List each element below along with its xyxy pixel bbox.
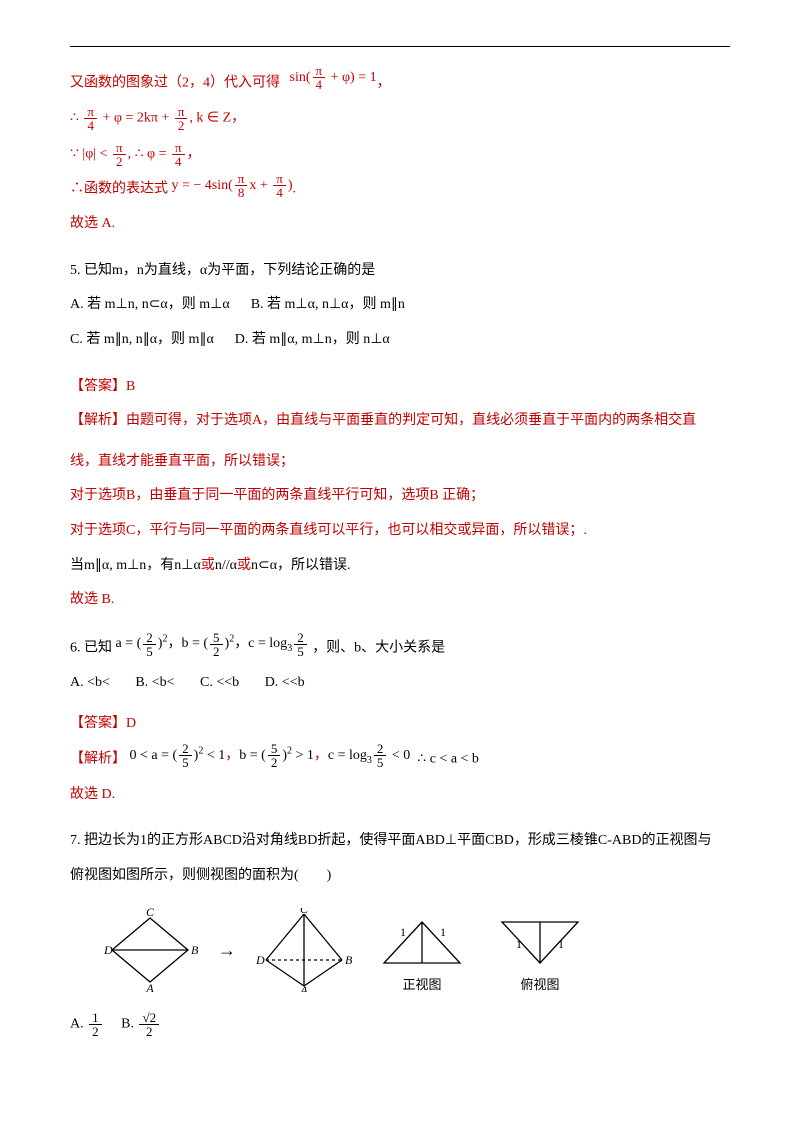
sol4-l4a: ∴函数的表达式 [70, 182, 168, 197]
q7-optA-pre: A. [70, 1016, 84, 1031]
top-view-block: 1 1 俯视图 [490, 908, 590, 993]
q5-row1: A. 若 m⊥n, n⊂α，则 m⊥α B. 若 m⊥α, n⊥α，则 m∥n [70, 292, 730, 319]
front-view-label: 正视图 [372, 974, 472, 993]
q5-ans: 【答案】B [70, 374, 730, 401]
q5-exp5: 故选 B. [70, 587, 730, 614]
q5-exp1: 【解析】由题可得，对于选项A，由直线与平面垂直的判定可知，直线必须垂直于平面内的… [70, 408, 730, 435]
q6-exp: 【解析】 0 < a = (25)2 < 1，b = (52)2 > 1，c =… [70, 745, 730, 773]
svg-text:B: B [345, 953, 353, 967]
q5-exp3: 对于选项C，平行与同一平面的两条直线可以平行，也可以相交或异面，所以错误；. [70, 518, 730, 545]
q5-optB: B. 若 m⊥α, n⊥α，则 m∥n [251, 297, 405, 312]
svg-text:1: 1 [400, 925, 406, 939]
q5-exp2: 对于选项B，由垂直于同一平面的两条直线平行可知，选项B 正确； [70, 483, 730, 510]
q5-exp1b: 线，直线才能垂直平面，所以错误； [70, 449, 730, 476]
q5-exp4c: n//α [215, 558, 237, 573]
q7-options: A. 12 B. √22 [70, 1011, 730, 1038]
q6-ans: 【答案】D [70, 711, 730, 738]
svg-text:C: C [300, 908, 309, 916]
q7-diagrams: C D B A → C D B A [100, 908, 730, 993]
q5-optD: D. 若 m∥α, m⊥n，则 n⊥α [235, 332, 390, 347]
q6-optC: C. <<b [200, 675, 239, 690]
svg-text:D: D [103, 943, 113, 957]
diagram-tetra: C D B A [254, 908, 354, 992]
q5-exp4e: n⊂α，所以错误. [251, 558, 351, 573]
q5-stem: 5. 已知m，n为直线，α为平面，下列结论正确的是 [70, 258, 730, 285]
top-view-label: 俯视图 [490, 974, 590, 993]
svg-text:A: A [299, 983, 308, 992]
q5-exp4a: 当m∥α, m⊥n，有n⊥α [70, 558, 201, 573]
q6-exp-a: 【解析】 [70, 752, 126, 767]
q6-stem: 6. 已知 a = (25)2，b = (52)2，c = log325 ，则、… [70, 634, 730, 662]
q6-optA: A. <b< [70, 675, 110, 690]
q6-stem-c: ，则、b、大小关系是 [312, 640, 445, 655]
header-rule [70, 46, 730, 47]
svg-text:B: B [191, 943, 199, 957]
svg-text:C: C [146, 908, 155, 919]
q5-optC: C. 若 m∥n, n∥α，则 m∥α [70, 332, 214, 347]
sol4-line2: ∴ π4 + φ = 2kπ + π2, k ∈ Z， [70, 105, 730, 132]
front-view-block: 1 1 正视图 [372, 908, 472, 993]
diagram-top-view: 1 1 [490, 908, 590, 970]
q5-exp4d: 或 [237, 558, 251, 573]
page-content: 又函数的图象过（2，4）代入可得 sin(π4 + φ) = 1， ∴ π4 +… [0, 0, 800, 1086]
q5-exp4: 当m∥α, m⊥n，有n⊥α或n//α或n⊂α，所以错误. [70, 553, 730, 580]
svg-text:D: D [255, 953, 265, 967]
q6-optB: B. <b< [135, 675, 174, 690]
sol4-line4: ∴函数的表达式 y = − 4sin(π8x + π4). [70, 176, 730, 203]
sol4-line3: ∵ |φ| < π2, ∴ φ = π4， [70, 141, 730, 168]
q6-exp-d: 故选 D. [70, 782, 730, 809]
q6-optD: D. <<b [265, 675, 305, 690]
q7-optB-pre: B. [121, 1016, 134, 1031]
q5-optA: A. 若 m⊥n, n⊂α，则 m⊥α [70, 297, 230, 312]
svg-text:1: 1 [558, 937, 564, 951]
sol4-line5: 故选 A. [70, 211, 730, 238]
diagram-square: C D B A [100, 908, 200, 992]
q6-stem-a: 6. 已知 [70, 640, 112, 655]
svg-text:1: 1 [440, 925, 446, 939]
q7-stem: 7. 把边长为1的正方形ABCD沿对角线BD折起，使得平面ABD⊥平面CBD，形… [70, 828, 730, 855]
svg-text:A: A [145, 981, 154, 992]
q5-exp4b: 或 [201, 558, 215, 573]
q5-row2: C. 若 m∥n, n∥α，则 m∥α D. 若 m∥α, m⊥n，则 n⊥α [70, 327, 730, 354]
sol4-line1: 又函数的图象过（2，4）代入可得 sin(π4 + φ) = 1， [70, 70, 730, 97]
arrow-icon: → [218, 940, 236, 961]
svg-text:1: 1 [516, 937, 522, 951]
diagram-front-view: 1 1 [372, 908, 472, 970]
q7-stem2: 俯视图如图所示，则侧视图的面积为( ) [70, 863, 730, 890]
sol4-l1a: 又函数的图象过（2，4）代入可得 [70, 76, 280, 91]
q6-options: A. <b< B. <b< C. <<b D. <<b [70, 670, 730, 697]
